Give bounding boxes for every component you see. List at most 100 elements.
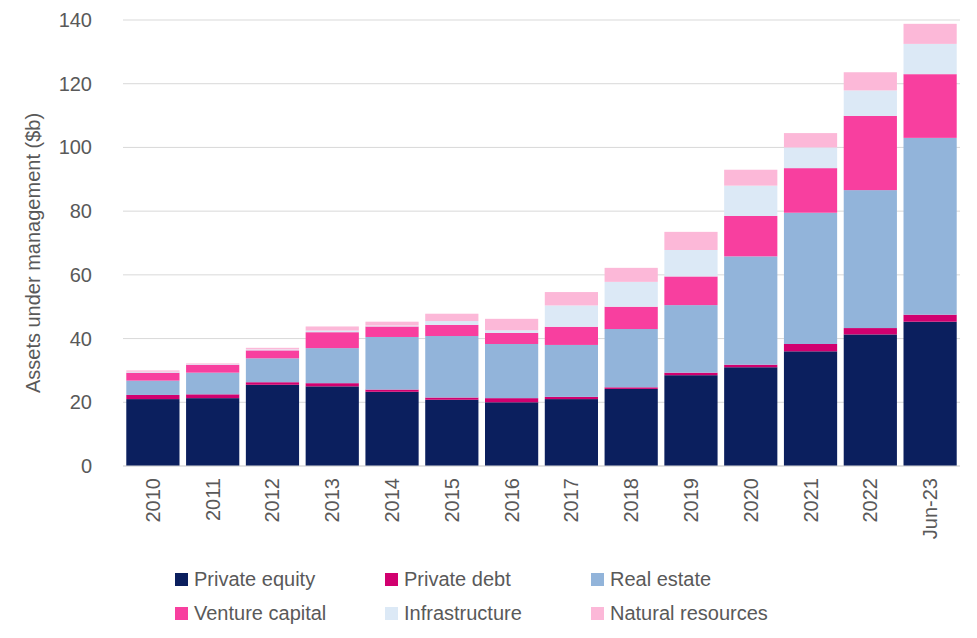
bar-segment — [246, 350, 299, 358]
bar-segment — [605, 387, 658, 389]
y-tick-label: 0 — [81, 455, 92, 477]
bar-segment — [545, 305, 598, 326]
bar-segment — [724, 186, 777, 216]
bar-segment — [126, 370, 179, 371]
grid-line — [123, 20, 960, 21]
bar-segment — [186, 373, 239, 395]
grid-line — [123, 466, 960, 467]
bar-segment — [784, 147, 837, 168]
x-tick-label: 2020 — [740, 478, 762, 523]
y-tick-label: 140 — [59, 9, 92, 31]
x-tick-label: 2014 — [381, 478, 403, 523]
bar-segment — [485, 330, 538, 333]
bar-segment — [904, 74, 957, 138]
bar-segment — [784, 351, 837, 466]
bar-segment — [425, 321, 478, 325]
bar-segment — [664, 250, 717, 276]
bar-segment — [485, 333, 538, 344]
bar-segment — [605, 268, 658, 282]
bar-segment — [425, 336, 478, 397]
bar-segment — [186, 365, 239, 373]
bar-segment — [306, 386, 359, 466]
x-axis-line — [123, 466, 960, 467]
bar-segment — [425, 314, 478, 321]
grid-line — [123, 83, 960, 84]
bar-segment — [545, 292, 598, 305]
y-tick-label: 100 — [59, 136, 92, 158]
bar-segment — [365, 337, 418, 390]
bar-segment — [904, 24, 957, 44]
bars — [126, 24, 956, 466]
legend-label: Venture capital — [194, 602, 326, 624]
bar-segment — [365, 326, 418, 337]
bar-segment — [784, 133, 837, 147]
bar-segment — [126, 399, 179, 466]
bar-segment — [904, 315, 957, 322]
bar-segment — [844, 328, 897, 334]
bar-segment — [186, 394, 239, 398]
bar-segment — [724, 256, 777, 364]
bar-segment — [724, 367, 777, 466]
x-tick-label: 2013 — [321, 478, 343, 523]
bar-segment — [126, 373, 179, 381]
bar-segment — [545, 327, 598, 345]
x-tick-label: 2019 — [680, 478, 702, 523]
bar-segment — [724, 216, 777, 256]
bar-segment — [844, 334, 897, 466]
bar-segment — [365, 390, 418, 392]
legend-label: Infrastructure — [404, 602, 522, 624]
bar-segment — [306, 348, 359, 383]
bar-segment — [306, 326, 359, 330]
x-tick-label: 2011 — [202, 478, 224, 521]
bar-segment — [246, 358, 299, 382]
x-tick-label: 2022 — [859, 478, 881, 523]
bar-segment — [844, 90, 897, 115]
bar-segment — [485, 398, 538, 402]
legend-label: Real estate — [610, 568, 711, 590]
bar-segment — [664, 276, 717, 305]
bar-segment — [126, 381, 179, 395]
y-tick-label: 20 — [70, 391, 92, 413]
x-tick-label: 2016 — [501, 478, 523, 523]
legend-label: Private equity — [194, 568, 315, 590]
bar-segment — [664, 305, 717, 373]
bar-segment — [186, 364, 239, 366]
bar-segment — [306, 383, 359, 386]
bar-segment — [844, 72, 897, 90]
legend-swatch — [175, 607, 188, 620]
bar-segment — [664, 375, 717, 466]
bar-segment — [425, 400, 478, 466]
bar-segment — [605, 282, 658, 307]
legend-label: Private debt — [404, 568, 511, 590]
bar-segment — [246, 348, 299, 350]
bar-segment — [844, 190, 897, 328]
bar-segment — [844, 116, 897, 190]
y-tick-label: 80 — [70, 200, 92, 222]
x-tick-label: 2010 — [142, 478, 164, 523]
bar-segment — [246, 382, 299, 385]
bar-segment — [425, 325, 478, 336]
bar-segment — [126, 371, 179, 373]
bar-segment — [904, 322, 957, 466]
legend-swatch — [175, 573, 188, 586]
bar-segment — [904, 44, 957, 74]
x-tick-label: 2017 — [560, 478, 582, 523]
bar-segment — [246, 385, 299, 466]
bar-segment — [784, 213, 837, 344]
bar-segment — [724, 365, 777, 368]
bar-segment — [664, 232, 717, 250]
legend-label: Natural resources — [610, 602, 768, 624]
bar-segment — [485, 344, 538, 398]
bar-segment — [306, 331, 359, 333]
y-tick-label: 60 — [70, 264, 92, 286]
bar-segment — [545, 399, 598, 466]
bar-segment — [306, 332, 359, 348]
bar-segment — [425, 398, 478, 400]
bar-segment — [904, 138, 957, 315]
bar-segment — [365, 322, 418, 326]
legend-swatch — [385, 573, 398, 586]
x-tick-label: 2021 — [800, 478, 822, 523]
x-tick-label: 2018 — [620, 478, 642, 523]
bar-segment — [724, 170, 777, 186]
chart: 0204060801001201402010201120122013201420… — [0, 0, 977, 638]
